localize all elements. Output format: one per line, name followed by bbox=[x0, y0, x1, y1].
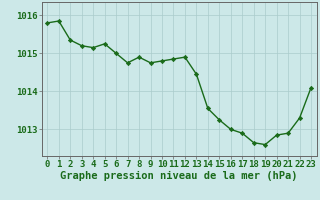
X-axis label: Graphe pression niveau de la mer (hPa): Graphe pression niveau de la mer (hPa) bbox=[60, 171, 298, 181]
